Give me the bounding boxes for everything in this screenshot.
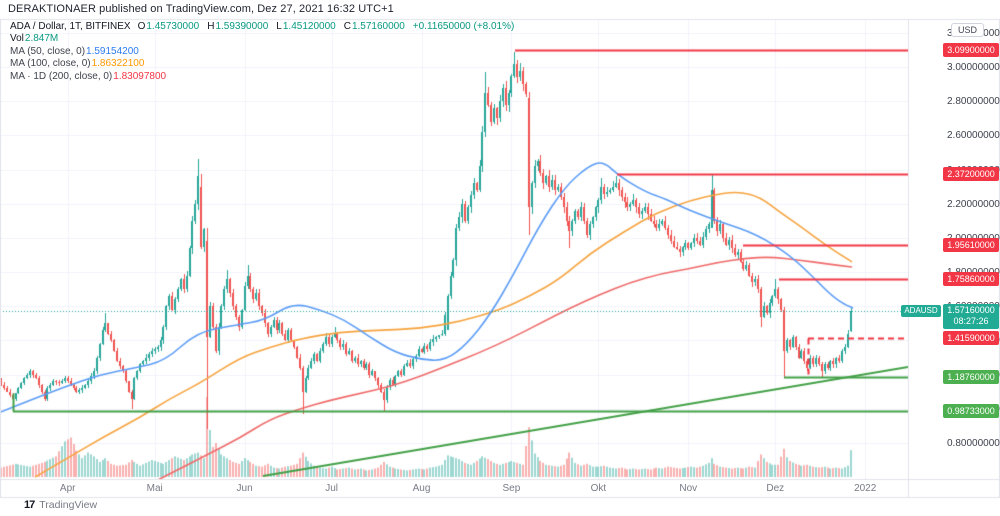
bar-countdown: 08:27:26 xyxy=(953,316,989,327)
legend-symbol-row[interactable]: ADA / Dollar, 1T, BITFINEX O1.45730000 H1.… xyxy=(10,21,514,33)
time-tick-label: Aug xyxy=(412,483,431,494)
level-price-tag: 2.37200000 xyxy=(943,167,999,182)
time-tick-label: Jun xyxy=(236,483,253,494)
footer-brand[interactable]: 17 TradingView xyxy=(24,499,97,511)
low-value: 1.45120000 xyxy=(282,21,336,32)
volume-value: 2.847M xyxy=(24,33,59,45)
time-tick-label: Sep xyxy=(502,483,521,494)
price-tick-label: 3.00000000 xyxy=(947,62,1000,74)
legend-ma200-row[interactable]: MA · 1D (200, close, 0)1.83097800 xyxy=(10,71,514,83)
current-price-value: 1.57160000 xyxy=(947,305,995,316)
tradingview-logo-text: TradingView xyxy=(39,499,98,511)
level-price-tag: 1.95610000 xyxy=(943,238,999,253)
time-tick-label: Okt xyxy=(590,483,607,494)
ma50-label: MA (50, close, 0) xyxy=(10,45,86,57)
level-price-tag: 1.41590000 xyxy=(943,330,999,345)
symbol-title[interactable]: ADA / Dollar, 1T, BITFINEX xyxy=(10,21,131,32)
level-price-tag: 3.09900000 xyxy=(943,43,999,58)
high-value: 1.59390000 xyxy=(215,21,269,32)
time-tick-label: 2022 xyxy=(854,483,877,494)
time-tick-label: Jul xyxy=(325,483,338,494)
ma100-value: 1.86322100 xyxy=(91,58,145,70)
close-value: 1.57160000 xyxy=(351,21,405,32)
time-tick-label: Dez xyxy=(766,483,785,494)
legend-ma100-row[interactable]: MA (100, close, 0)1.86322100 xyxy=(10,58,514,70)
currency-button[interactable]: USD xyxy=(951,23,985,37)
time-tick-label: Mai xyxy=(146,483,163,494)
close-label: C xyxy=(343,21,351,32)
legend: ADA / Dollar, 1T, BITFINEX O1.45730000 H1.… xyxy=(10,21,514,83)
time-tick-label: Nov xyxy=(679,483,698,494)
open-value: 1.45730000 xyxy=(146,21,200,32)
level-price-tag: 1.18760000 xyxy=(943,369,999,384)
legend-ma50-row[interactable]: MA (50, close, 0)1.59154200 xyxy=(10,46,514,58)
ma200-label: MA · 1D (200, close, 0) xyxy=(10,70,113,82)
ma100-label: MA (100, close, 0) xyxy=(10,58,91,70)
price-tick-label: 0.80000000 xyxy=(947,437,1000,449)
ma200-value: 1.83097800 xyxy=(113,70,167,82)
level-price-tag: 1.75860000 xyxy=(943,272,999,287)
low-label: L xyxy=(276,21,282,32)
level-price-tag: 0.98733000 xyxy=(943,403,999,418)
price-tick-label: 2.20000000 xyxy=(947,198,1000,210)
volume-label: Vol xyxy=(10,33,24,45)
legend-volume-row[interactable]: Vol2.847M xyxy=(10,33,514,45)
tradingview-logo-icon: 17 xyxy=(24,499,35,511)
change-value: +0.11650000 (+8.01%) xyxy=(412,21,515,32)
ma50-value: 1.59154200 xyxy=(86,45,139,57)
time-tick-label: Apr xyxy=(59,483,76,494)
high-label: H xyxy=(207,21,215,32)
current-price-tag: 1.57160000 08:27:26 xyxy=(943,304,999,330)
price-tick-label: 2.60000000 xyxy=(947,130,1000,142)
price-tick-label: 2.80000000 xyxy=(947,96,1000,108)
attribution-text: DERAKTIONAER published on TradingView.co… xyxy=(8,3,394,15)
open-label: O xyxy=(137,21,146,32)
symbol-price-line-tag: ADAUSD xyxy=(901,305,941,318)
